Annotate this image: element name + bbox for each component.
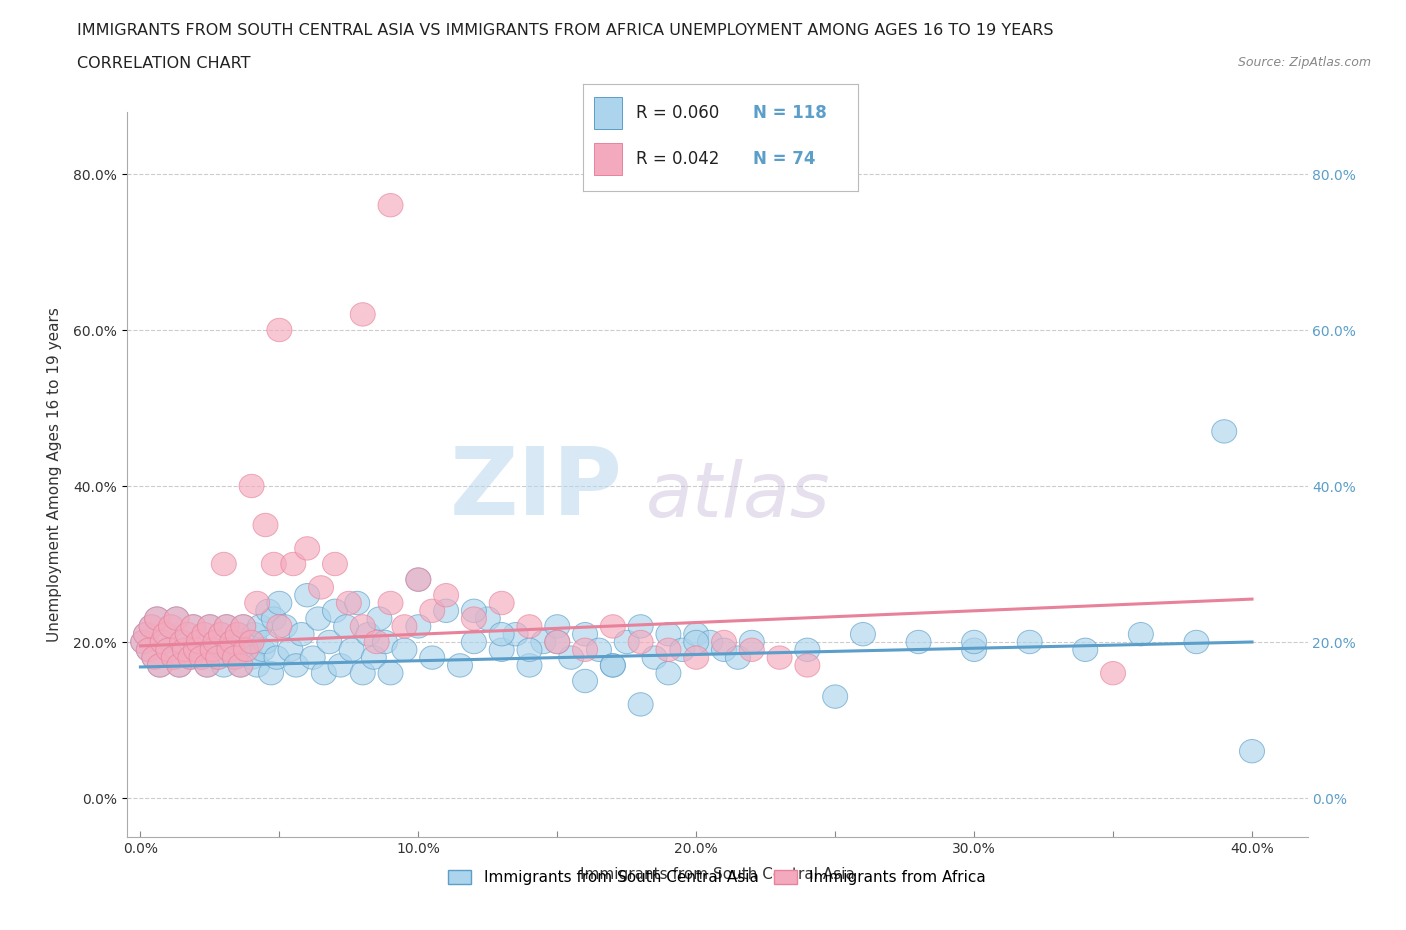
Text: N = 74: N = 74 bbox=[754, 150, 815, 167]
Legend: Immigrants from South Central Asia, Immigrants from Africa: Immigrants from South Central Asia, Immi… bbox=[443, 864, 991, 891]
Text: N = 118: N = 118 bbox=[754, 103, 827, 122]
Bar bbox=[595, 97, 621, 128]
Text: R = 0.042: R = 0.042 bbox=[636, 150, 718, 167]
Text: R = 0.060: R = 0.060 bbox=[636, 103, 718, 122]
Text: IMMIGRANTS FROM SOUTH CENTRAL ASIA VS IMMIGRANTS FROM AFRICA UNEMPLOYMENT AMONG : IMMIGRANTS FROM SOUTH CENTRAL ASIA VS IM… bbox=[77, 23, 1054, 38]
Bar bbox=[595, 142, 621, 175]
Text: CORRELATION CHART: CORRELATION CHART bbox=[77, 56, 250, 71]
Y-axis label: Unemployment Among Ages 16 to 19 years: Unemployment Among Ages 16 to 19 years bbox=[46, 307, 62, 642]
X-axis label: Immigrants from South Central Asia: Immigrants from South Central Asia bbox=[579, 867, 855, 882]
Text: Source: ZipAtlas.com: Source: ZipAtlas.com bbox=[1237, 56, 1371, 69]
Text: atlas: atlas bbox=[647, 459, 831, 533]
Text: ZIP: ZIP bbox=[450, 443, 623, 535]
